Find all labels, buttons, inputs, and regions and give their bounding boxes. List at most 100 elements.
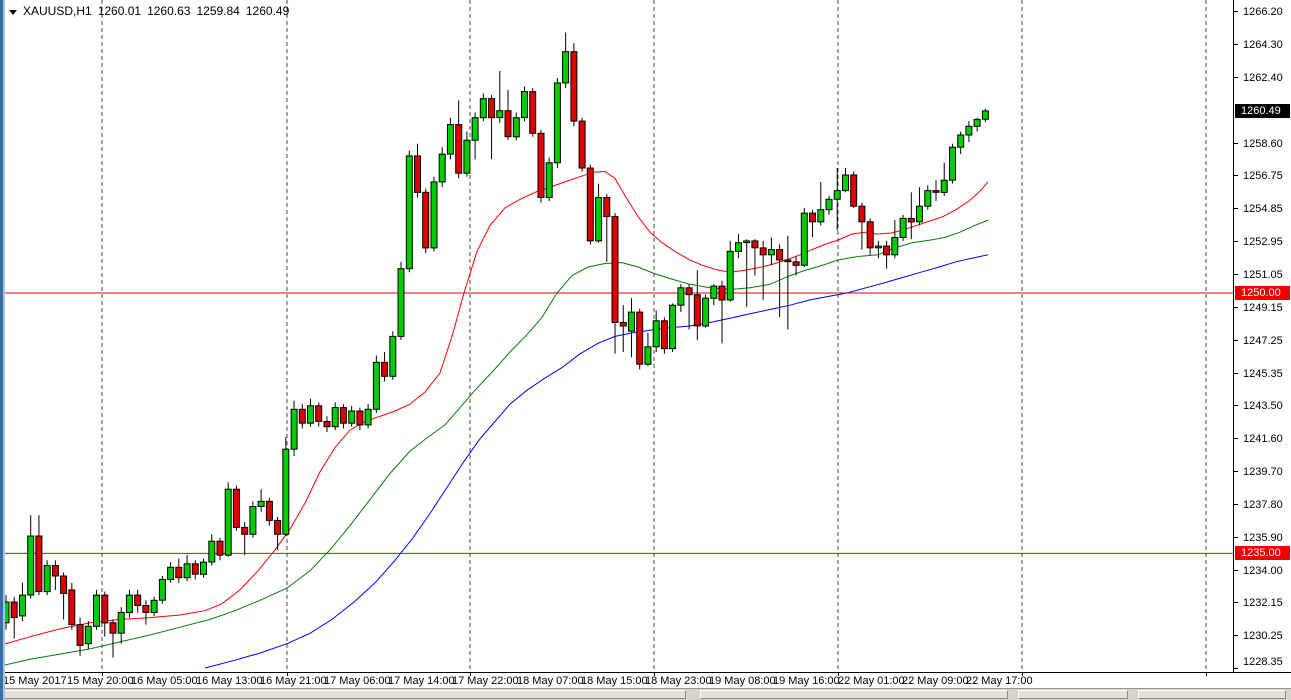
price-tick-label: 1230.25 — [1243, 629, 1283, 642]
candle-body — [907, 217, 915, 223]
grid-layer — [101, 0, 1207, 672]
candle-body — [405, 155, 413, 270]
candle-body — [331, 407, 339, 428]
candle-body — [158, 578, 166, 601]
time-tick-mark — [838, 673, 839, 676]
candle-body — [488, 98, 496, 119]
candle-body — [883, 245, 891, 256]
candle-body — [562, 51, 570, 84]
candle-body — [315, 405, 323, 422]
time-tick-label: 15 May 2017 — [3, 675, 67, 687]
candle-body — [356, 410, 364, 426]
price-tick-label: 1232.15 — [1243, 596, 1283, 609]
hline-layer — [0, 292, 1233, 554]
candle-body — [339, 407, 347, 424]
candle-body — [685, 287, 693, 296]
candle-body — [323, 421, 331, 428]
candle-body — [60, 575, 68, 594]
time-tick-label: 17 May 14:00 — [388, 675, 455, 687]
price-tick-label: 1249.15 — [1243, 301, 1283, 314]
candle-body — [257, 500, 265, 507]
candle-body — [389, 335, 397, 377]
candle-body — [521, 91, 528, 119]
candle-body — [858, 205, 866, 223]
candle-body — [800, 212, 808, 266]
time-tick-label: 19 May 08:00 — [709, 675, 776, 687]
price-axis[interactable]: 1266.20 1264.30 1262.40 1258.60 1256.75 1254.… — [1233, 0, 1291, 700]
symbol-dropdown-icon[interactable] — [9, 9, 17, 15]
candle-body — [636, 311, 644, 365]
candle-body — [874, 245, 882, 249]
candle-body — [68, 589, 76, 626]
candle-body — [669, 304, 677, 350]
taskbar-button-2[interactable] — [700, 690, 1008, 699]
time-tick-label: 22 May 01:00 — [838, 675, 905, 687]
price-tick-mark — [1234, 635, 1238, 637]
candle-body — [916, 205, 923, 223]
candle-body — [372, 361, 380, 410]
candle-body — [833, 190, 841, 200]
time-tick-label: 22 May 17:00 — [966, 675, 1033, 687]
candle-body — [446, 124, 454, 155]
candle-body — [825, 198, 833, 211]
chart-plot-area[interactable]: XAUUSD,H1 1260.01 1260.63 1259.84 1260.4… — [0, 0, 1233, 672]
ma-slow-line — [204, 254, 989, 669]
time-tick-label: 18 May 15:00 — [581, 675, 648, 687]
candle-body — [981, 110, 989, 120]
candle-body — [76, 624, 84, 646]
candle-body — [93, 594, 100, 627]
candle-body — [595, 197, 603, 242]
time-tick-label: 16 May 13:00 — [196, 675, 263, 687]
candle-body — [125, 594, 133, 613]
candle-body — [265, 500, 273, 521]
price-tick-mark — [1234, 471, 1238, 473]
candle-body — [759, 247, 767, 256]
price-tick-label: 1247.25 — [1243, 334, 1283, 347]
candle-body — [628, 311, 635, 332]
price-tick-label: 1262.40 — [1243, 71, 1283, 84]
candle-body — [710, 285, 718, 299]
time-tick-mark — [287, 673, 288, 676]
candle-body — [290, 408, 298, 450]
candle-body — [973, 118, 981, 127]
candle-body — [241, 526, 249, 535]
candle-body — [191, 563, 199, 575]
candle-body — [850, 174, 858, 207]
price-tick-mark — [1234, 307, 1238, 309]
candle-body — [578, 120, 586, 169]
time-tick-label: 15 May 20:00 — [67, 675, 134, 687]
candle-body — [932, 190, 940, 193]
candle-body — [298, 408, 306, 424]
candle-body — [512, 117, 520, 138]
candle-body — [693, 294, 701, 327]
candle-body — [940, 179, 948, 193]
price-tick-label: 1258.60 — [1243, 137, 1283, 150]
time-tick-mark — [1206, 673, 1207, 676]
price-tick-mark — [1234, 241, 1238, 243]
candle-body — [529, 91, 537, 134]
price-tick-mark — [1234, 405, 1238, 407]
ohlc-open-value: 1260.01 — [97, 4, 142, 18]
candle-body — [504, 110, 512, 138]
time-tick-label: 16 May 21:00 — [260, 675, 327, 687]
candle-body — [183, 563, 191, 579]
ma-mid-line — [0, 219, 989, 667]
candlestick-chart[interactable] — [0, 0, 1233, 672]
price-tick-label: 1241.60 — [1243, 432, 1283, 445]
price-tick-mark — [1234, 77, 1238, 79]
price-tick-mark — [1234, 44, 1238, 46]
time-tick-mark — [1022, 673, 1023, 676]
taskbar-button-1[interactable] — [4, 690, 686, 699]
price-tick-mark — [1234, 340, 1238, 342]
candle-body — [381, 361, 389, 377]
time-tick-label: 18 May 23:00 — [645, 675, 712, 687]
taskbar-button-3[interactable] — [1018, 690, 1128, 699]
candle-body — [677, 287, 685, 306]
taskbar-button-4[interactable] — [1138, 690, 1286, 699]
candle-body — [644, 346, 652, 365]
time-axis[interactable]: 15 May 2017 15 May 20:00 16 May 05:00 16 Ma… — [0, 672, 1291, 688]
candle-body — [455, 124, 463, 174]
price-tick-label: 1252.95 — [1243, 235, 1283, 248]
candle-body — [479, 98, 487, 119]
